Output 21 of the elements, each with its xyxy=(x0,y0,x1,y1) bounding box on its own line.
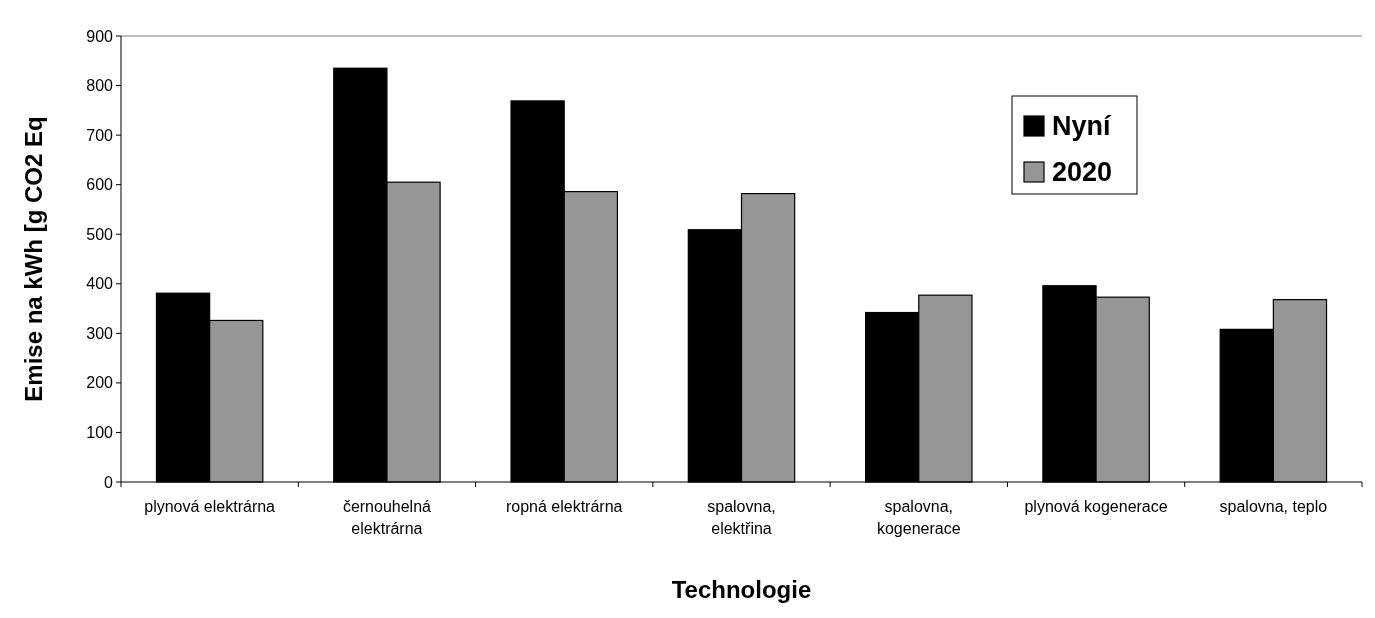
x-tick-label: spalovna, elektřina xyxy=(707,498,776,537)
y-tick-label: 0 xyxy=(104,473,114,491)
x-axis-title: Technologie xyxy=(671,576,812,603)
y-tick-label: 300 xyxy=(86,324,114,342)
y-tick-label: 200 xyxy=(86,374,114,392)
y-axis-title: Emise na kWh [g CO2 Eq xyxy=(20,116,47,402)
legend-label: 2020 xyxy=(1052,157,1113,188)
y-tick-label: 900 xyxy=(86,27,114,45)
y-tick-label: 400 xyxy=(86,275,114,293)
x-tick-label: černouhelná elektrárna xyxy=(342,498,432,537)
x-tick-label: plynová elektrárna xyxy=(144,498,276,515)
x-tick-label: spalovna, kogenerace xyxy=(876,498,961,537)
x-tick-label: ropná elektrárna xyxy=(505,498,623,515)
x-tick-label: plynová kogenerace xyxy=(1024,498,1168,515)
y-tick-label: 800 xyxy=(86,77,114,95)
y-tick-label: 500 xyxy=(86,225,114,243)
y-tick-label: 700 xyxy=(86,126,114,144)
x-tick-label: spalovna, teplo xyxy=(1219,498,1328,515)
legend-label: Nyní xyxy=(1052,111,1113,142)
y-tick-label: 100 xyxy=(86,424,114,442)
y-tick-label: 600 xyxy=(86,176,114,194)
